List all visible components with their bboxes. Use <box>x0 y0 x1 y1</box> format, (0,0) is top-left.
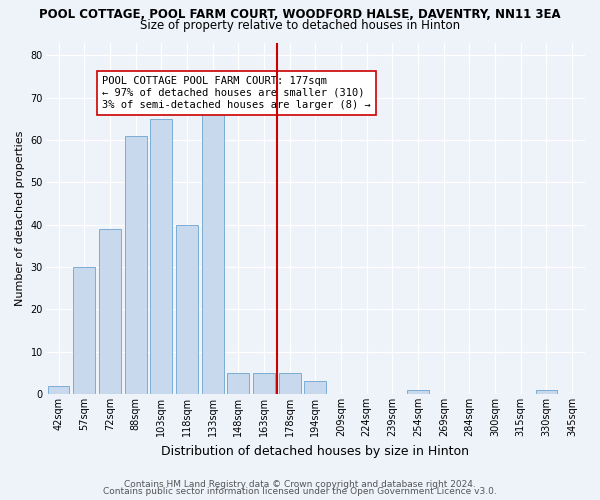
Y-axis label: Number of detached properties: Number of detached properties <box>15 130 25 306</box>
Bar <box>151 118 172 394</box>
Bar <box>536 390 557 394</box>
Bar <box>202 110 224 394</box>
Text: Contains public sector information licensed under the Open Government Licence v3: Contains public sector information licen… <box>103 488 497 496</box>
Bar <box>227 373 249 394</box>
Bar <box>253 373 275 394</box>
Bar <box>304 382 326 394</box>
Bar <box>99 229 121 394</box>
Text: POOL COTTAGE, POOL FARM COURT, WOODFORD HALSE, DAVENTRY, NN11 3EA: POOL COTTAGE, POOL FARM COURT, WOODFORD … <box>39 8 561 20</box>
Bar <box>47 386 70 394</box>
X-axis label: Distribution of detached houses by size in Hinton: Distribution of detached houses by size … <box>161 444 469 458</box>
Text: Size of property relative to detached houses in Hinton: Size of property relative to detached ho… <box>140 19 460 32</box>
Bar <box>125 136 146 394</box>
Bar <box>279 373 301 394</box>
Text: Contains HM Land Registry data © Crown copyright and database right 2024.: Contains HM Land Registry data © Crown c… <box>124 480 476 489</box>
Bar <box>176 224 198 394</box>
Bar <box>407 390 429 394</box>
Text: POOL COTTAGE POOL FARM COURT: 177sqm
← 97% of detached houses are smaller (310)
: POOL COTTAGE POOL FARM COURT: 177sqm ← 9… <box>102 76 371 110</box>
Bar <box>73 267 95 394</box>
